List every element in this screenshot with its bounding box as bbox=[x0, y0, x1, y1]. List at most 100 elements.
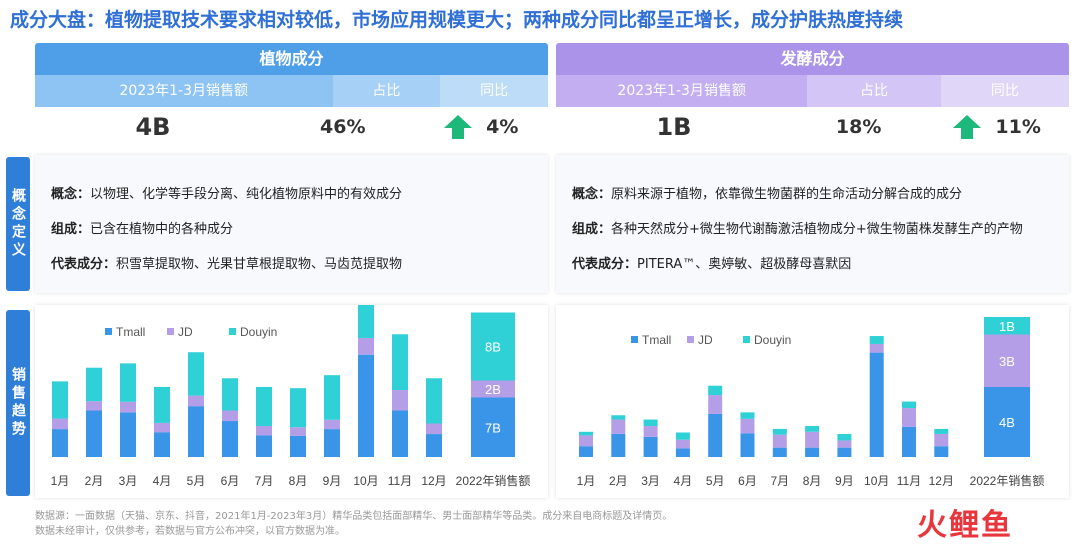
plant-subheader: 2023年1-3月销售额 占比 同比 bbox=[35, 75, 548, 107]
ferment-col-sales: 2023年1-3月销售额 bbox=[556, 75, 808, 107]
legend-swatch-douyin bbox=[229, 328, 236, 335]
bar-jd-5 bbox=[708, 395, 723, 414]
x-tick-label: 12月 bbox=[929, 474, 954, 488]
plant-concept-label: 概念： bbox=[51, 187, 91, 202]
x-tick-label: 5月 bbox=[187, 474, 206, 488]
bar-douyin-8 bbox=[290, 388, 306, 428]
footer-line-2: 数据未经审计，仅供参考，若数据与官方公布冲突，以官方数据为准。 bbox=[35, 526, 345, 537]
ferment-col-share: 占比 bbox=[807, 75, 941, 107]
total-bar-jd bbox=[984, 334, 1030, 387]
total-bar-douyin bbox=[471, 312, 515, 381]
bar-tmall-2 bbox=[86, 410, 102, 457]
plant-composition: 组成：已含在植物中的各种成分 bbox=[51, 218, 233, 237]
legend-label-jd: JD bbox=[178, 325, 193, 339]
x-tick-label: 5月 bbox=[706, 474, 725, 488]
ferment-definition-box: 概念：原料来源于植物，依靠微生物菌群的生命活动分解合成的成分 组成：各种天然成分… bbox=[556, 155, 1069, 293]
bar-douyin-9 bbox=[324, 375, 340, 420]
plant-composition-text: 已含在植物中的各种成分 bbox=[90, 222, 234, 237]
x-tick-label: 1月 bbox=[51, 474, 70, 488]
legend-label-tmall: Tmall bbox=[116, 325, 145, 339]
bar-douyin-5 bbox=[188, 352, 204, 396]
bar-douyin-8 bbox=[805, 426, 820, 432]
bar-tmall-11 bbox=[392, 410, 408, 457]
ferment-header: 发酵成分 bbox=[556, 43, 1069, 75]
ferment-yoy-value: 11% bbox=[995, 116, 1041, 138]
total-bar-jd bbox=[471, 380, 515, 398]
bar-tmall-9 bbox=[837, 447, 852, 457]
plant-header: 植物成分 bbox=[35, 43, 548, 75]
x-tick-label: 2月 bbox=[609, 474, 628, 488]
bar-tmall-2 bbox=[611, 433, 626, 457]
total-bar-label: 1B bbox=[999, 319, 1015, 334]
bar-tmall-8 bbox=[290, 435, 306, 457]
ferment-share-value: 18% bbox=[835, 116, 882, 138]
bar-douyin-3 bbox=[643, 419, 658, 427]
legend-label-douyin: Douyin bbox=[240, 325, 277, 339]
bar-douyin-5 bbox=[708, 385, 723, 396]
bar-douyin-2 bbox=[611, 415, 626, 420]
legend-swatch-jd bbox=[687, 336, 694, 343]
bar-jd-3 bbox=[120, 401, 136, 413]
bar-tmall-10 bbox=[358, 354, 374, 457]
ferment-representative-text: PITERA™、奥婷敏、超极酵母喜默因 bbox=[637, 257, 852, 272]
bar-jd-4 bbox=[675, 439, 690, 449]
x-tick-label: 10月 bbox=[353, 474, 378, 488]
ferment-panel: 发酵成分 2023年1-3月销售额 占比 同比 1B 18% 11% bbox=[556, 43, 1069, 147]
total-bar-tmall bbox=[984, 387, 1030, 457]
plant-concept: 概念：以物理、化学等手段分离、纯化植物原料中的有效成分 bbox=[51, 183, 402, 202]
total-bar-douyin bbox=[984, 317, 1030, 335]
bar-jd-12 bbox=[426, 423, 442, 435]
bar-tmall-9 bbox=[324, 429, 340, 457]
ferment-col-yoy: 同比 bbox=[940, 75, 1069, 107]
x-tick-label: 8月 bbox=[289, 474, 308, 488]
bar-douyin-7 bbox=[772, 428, 787, 435]
bar-jd-8 bbox=[290, 427, 306, 436]
ferment-values: 1B 18% 11% bbox=[556, 107, 1069, 147]
up-arrow-icon bbox=[444, 115, 473, 139]
bar-jd-10 bbox=[869, 343, 884, 353]
ferment-sales-value: 1B bbox=[656, 113, 692, 141]
bar-tmall-3 bbox=[643, 436, 658, 457]
bar-jd-10 bbox=[358, 337, 374, 355]
page-title: 成分大盘：植物提取技术要求相对较低，市场应用规模更大；两种成分同比都呈正增长，成… bbox=[10, 9, 904, 31]
bar-jd-12 bbox=[934, 433, 949, 447]
plant-representative-text: 积雪草提取物、光果甘草根提取物、马齿苋提取物 bbox=[116, 257, 403, 272]
bar-tmall-7 bbox=[256, 435, 272, 457]
x-tick-label: 12月 bbox=[421, 474, 446, 488]
bar-tmall-11 bbox=[902, 426, 916, 457]
bar-tmall-1 bbox=[52, 429, 68, 457]
bar-tmall-4 bbox=[675, 448, 690, 457]
x-tick-label: 4月 bbox=[153, 474, 172, 488]
ferment-concept: 概念：原料来源于植物，依靠微生物菌群的生命活动分解合成的成分 bbox=[572, 183, 962, 202]
ferment-representative-label: 代表成分： bbox=[572, 257, 638, 272]
total-column-label: 2022年销售额 bbox=[456, 473, 531, 488]
plant-sales-chart: Tmall JD Douyin 1月 2月 3月 4月 5月 6月 7月 8月 9月 10月 11月 12月… bbox=[51, 279, 531, 488]
bar-douyin-2 bbox=[86, 367, 102, 402]
bar-douyin-1 bbox=[52, 381, 68, 419]
total-bar-label: 4B bbox=[999, 415, 1015, 430]
bar-jd-7 bbox=[256, 426, 272, 436]
ferment-sales-chart-box: Tmall JD Douyin 1月 2月 3月 4月 5月 6月 7月 8月 9月 10月 11月 12月… bbox=[556, 305, 1069, 498]
bar-douyin-7 bbox=[256, 386, 272, 426]
x-tick-label: 7月 bbox=[255, 474, 274, 488]
legend-label-jd: JD bbox=[698, 333, 713, 347]
legend-swatch-tmall bbox=[631, 336, 638, 343]
bar-jd-6 bbox=[740, 418, 755, 434]
total-bar-tmall bbox=[471, 397, 515, 457]
ferment-composition-text: 各种天然成分+微生物代谢酶激活植物成分+微生物菌株发酵生产的产物 bbox=[611, 222, 1023, 237]
bar-tmall-6 bbox=[740, 433, 755, 457]
bar-tmall-12 bbox=[934, 446, 949, 457]
x-tick-label: 10月 bbox=[864, 474, 889, 488]
bar-douyin-4 bbox=[675, 432, 690, 440]
bar-douyin-11 bbox=[392, 334, 408, 391]
footer-line-1: 数据源：一面数据（天猫、京东、抖音，2021年1月-2023年3月）精华品类包括… bbox=[35, 511, 673, 522]
x-tick-label: 1月 bbox=[577, 474, 596, 488]
bar-tmall-12 bbox=[426, 434, 442, 457]
total-bar-label: 7B bbox=[485, 420, 501, 435]
bar-douyin-12 bbox=[426, 378, 442, 424]
bar-jd-2 bbox=[86, 401, 102, 411]
ferment-representative: 代表成分：PITERA™、奥婷敏、超极酵母喜默因 bbox=[572, 253, 851, 272]
bar-jd-1 bbox=[52, 418, 68, 430]
ferment-composition-label: 组成： bbox=[572, 222, 612, 237]
bar-tmall-3 bbox=[120, 412, 136, 457]
